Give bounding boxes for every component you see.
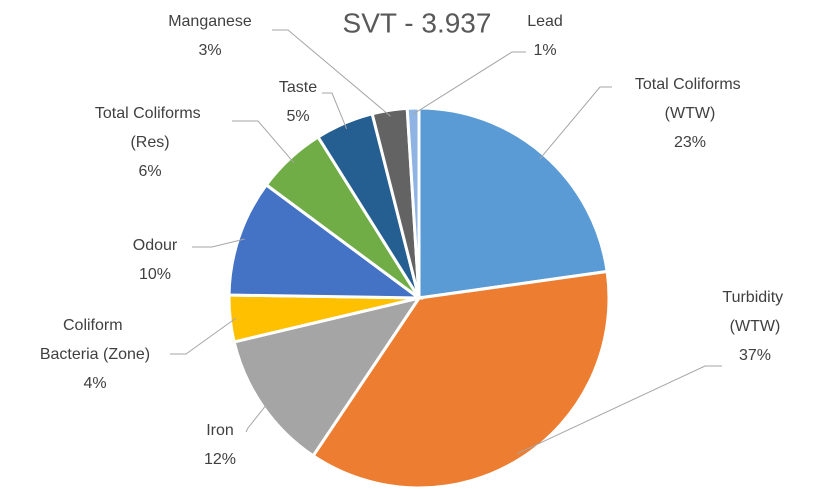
slice-value-label: 37%: [739, 347, 771, 364]
leader-line: [192, 238, 245, 248]
slice-label: Odour: [133, 237, 178, 254]
chart-title: SVT - 3.937: [343, 7, 492, 38]
pie-slice: [417, 106, 609, 300]
slice-label: Lead: [527, 13, 563, 30]
slice-label: Iron: [206, 422, 234, 439]
pie-slice: [311, 269, 611, 489]
slice-value-label: 6%: [138, 163, 161, 180]
leader-line: [516, 365, 722, 455]
slice-value-label: 4%: [83, 375, 106, 392]
pie-slice: [227, 182, 424, 300]
leader-line: [272, 29, 391, 117]
slice-label: Manganese: [168, 13, 252, 30]
slice-value-label: 12%: [204, 451, 236, 468]
leader-line: [413, 51, 526, 115]
slice-value-label: 5%: [286, 108, 309, 125]
slice-label: Taste: [279, 79, 317, 96]
slice-label: Coliform Bacteria (Zone): [40, 317, 150, 363]
slice-value-label: 10%: [139, 266, 171, 283]
leader-line: [170, 317, 237, 355]
pie-slice: [405, 106, 421, 299]
slice-value-label: 23%: [674, 134, 706, 151]
leader-line: [232, 120, 295, 164]
leader-line: [322, 92, 348, 130]
pie-slice: [232, 295, 423, 458]
slice-value-label: 3%: [198, 42, 221, 59]
leader-line: [245, 402, 269, 433]
leader-line: [539, 86, 612, 160]
slice-value-label: 1%: [533, 42, 556, 59]
slice-label: Total Coliforms (Res): [95, 105, 205, 151]
slice-label: Total Coliforms (WTW): [635, 76, 745, 122]
slice-label: Turbidity (WTW): [722, 289, 787, 335]
